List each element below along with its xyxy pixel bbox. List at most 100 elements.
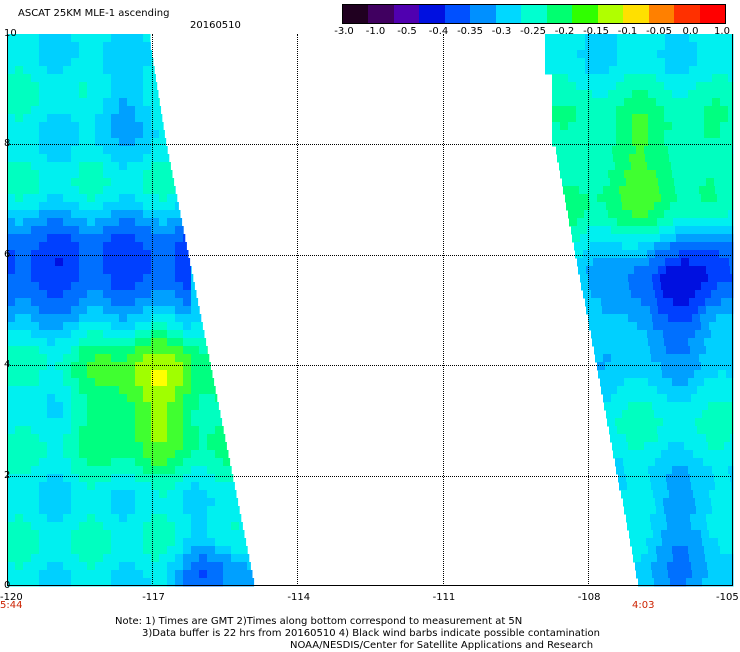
data-cell [151,338,160,347]
data-cell [569,50,578,59]
data-cell [589,154,598,163]
data-cell [644,402,653,411]
data-cell [183,402,192,411]
data-cell [151,162,160,171]
data-cell [625,426,634,435]
data-cell [631,418,640,427]
data-cell [701,154,710,163]
data-cell [591,250,600,259]
data-cell [119,162,128,171]
data-cell [711,458,720,467]
data-cell [239,530,245,539]
data-cell [199,378,208,387]
data-cell [691,562,700,571]
data-cell [23,394,32,403]
data-cell [592,82,601,91]
data-cell [135,434,144,443]
data-cell [15,154,24,163]
data-cell [71,402,80,411]
data-cell [628,402,637,411]
data-cell [47,450,56,459]
data-cell [63,386,72,395]
data-cell [47,346,56,355]
grid-line-horizontal [7,476,733,477]
data-cell [15,426,24,435]
data-cell [151,226,160,235]
data-cell [87,42,96,51]
data-cell [87,98,96,107]
data-cell [620,442,629,451]
data-cell [640,106,649,115]
data-cell [15,50,24,59]
data-cell [47,570,56,579]
data-cell [183,298,192,307]
data-cell [23,234,32,243]
data-cell [199,474,208,483]
data-cell [670,242,679,251]
data-cell [695,498,704,507]
data-cell [627,186,636,195]
data-cell [729,554,734,563]
data-cell [135,162,144,171]
data-cell [167,314,176,323]
data-cell [23,530,32,539]
data-cell [706,346,715,355]
data-cell [63,370,72,379]
data-cell [79,186,88,195]
data-cell [95,226,104,235]
data-cell [620,234,629,243]
data-cell [641,218,650,227]
data-cell [704,506,713,515]
data-cell [55,74,64,83]
data-cell [71,362,80,371]
data-cell [15,330,24,339]
data-cell [119,178,128,187]
data-cell [714,346,723,355]
data-cell [649,34,658,43]
data-cell [111,314,120,323]
data-cell [71,570,80,579]
data-cell [71,466,80,475]
data-cell [716,442,725,451]
data-cell [701,530,710,539]
data-cell [135,330,144,339]
data-cell [625,42,634,51]
data-cell [103,170,112,179]
data-cell [599,162,608,171]
data-cell [657,426,666,435]
data-cell [55,162,64,171]
data-cell [135,186,144,195]
data-cell [655,330,664,339]
data-cell [730,306,734,315]
data-cell [553,34,562,43]
data-cell [664,506,673,515]
data-cell [183,418,192,427]
data-cell [111,82,120,91]
data-cell [622,242,631,251]
data-cell [700,570,709,579]
data-cell [63,130,72,139]
data-cell [167,234,176,243]
data-cell [159,154,168,163]
data-cell [15,546,24,555]
data-cell [151,346,160,355]
data-cell [135,66,144,75]
data-cell [143,338,152,347]
data-cell [661,282,670,291]
data-cell [586,306,595,315]
data-cell [223,426,224,435]
data-cell [207,346,208,355]
data-cell [651,186,660,195]
data-cell [143,266,152,275]
data-cell [143,298,152,307]
data-cell [7,362,16,371]
data-cell [31,98,40,107]
data-cell [167,434,176,443]
data-cell [95,562,104,571]
data-cell [87,66,96,75]
data-cell [31,162,40,171]
data-cell [583,250,592,259]
data-cell [576,90,585,99]
data-cell [71,98,80,107]
x-tick-label: -117 [142,592,165,603]
